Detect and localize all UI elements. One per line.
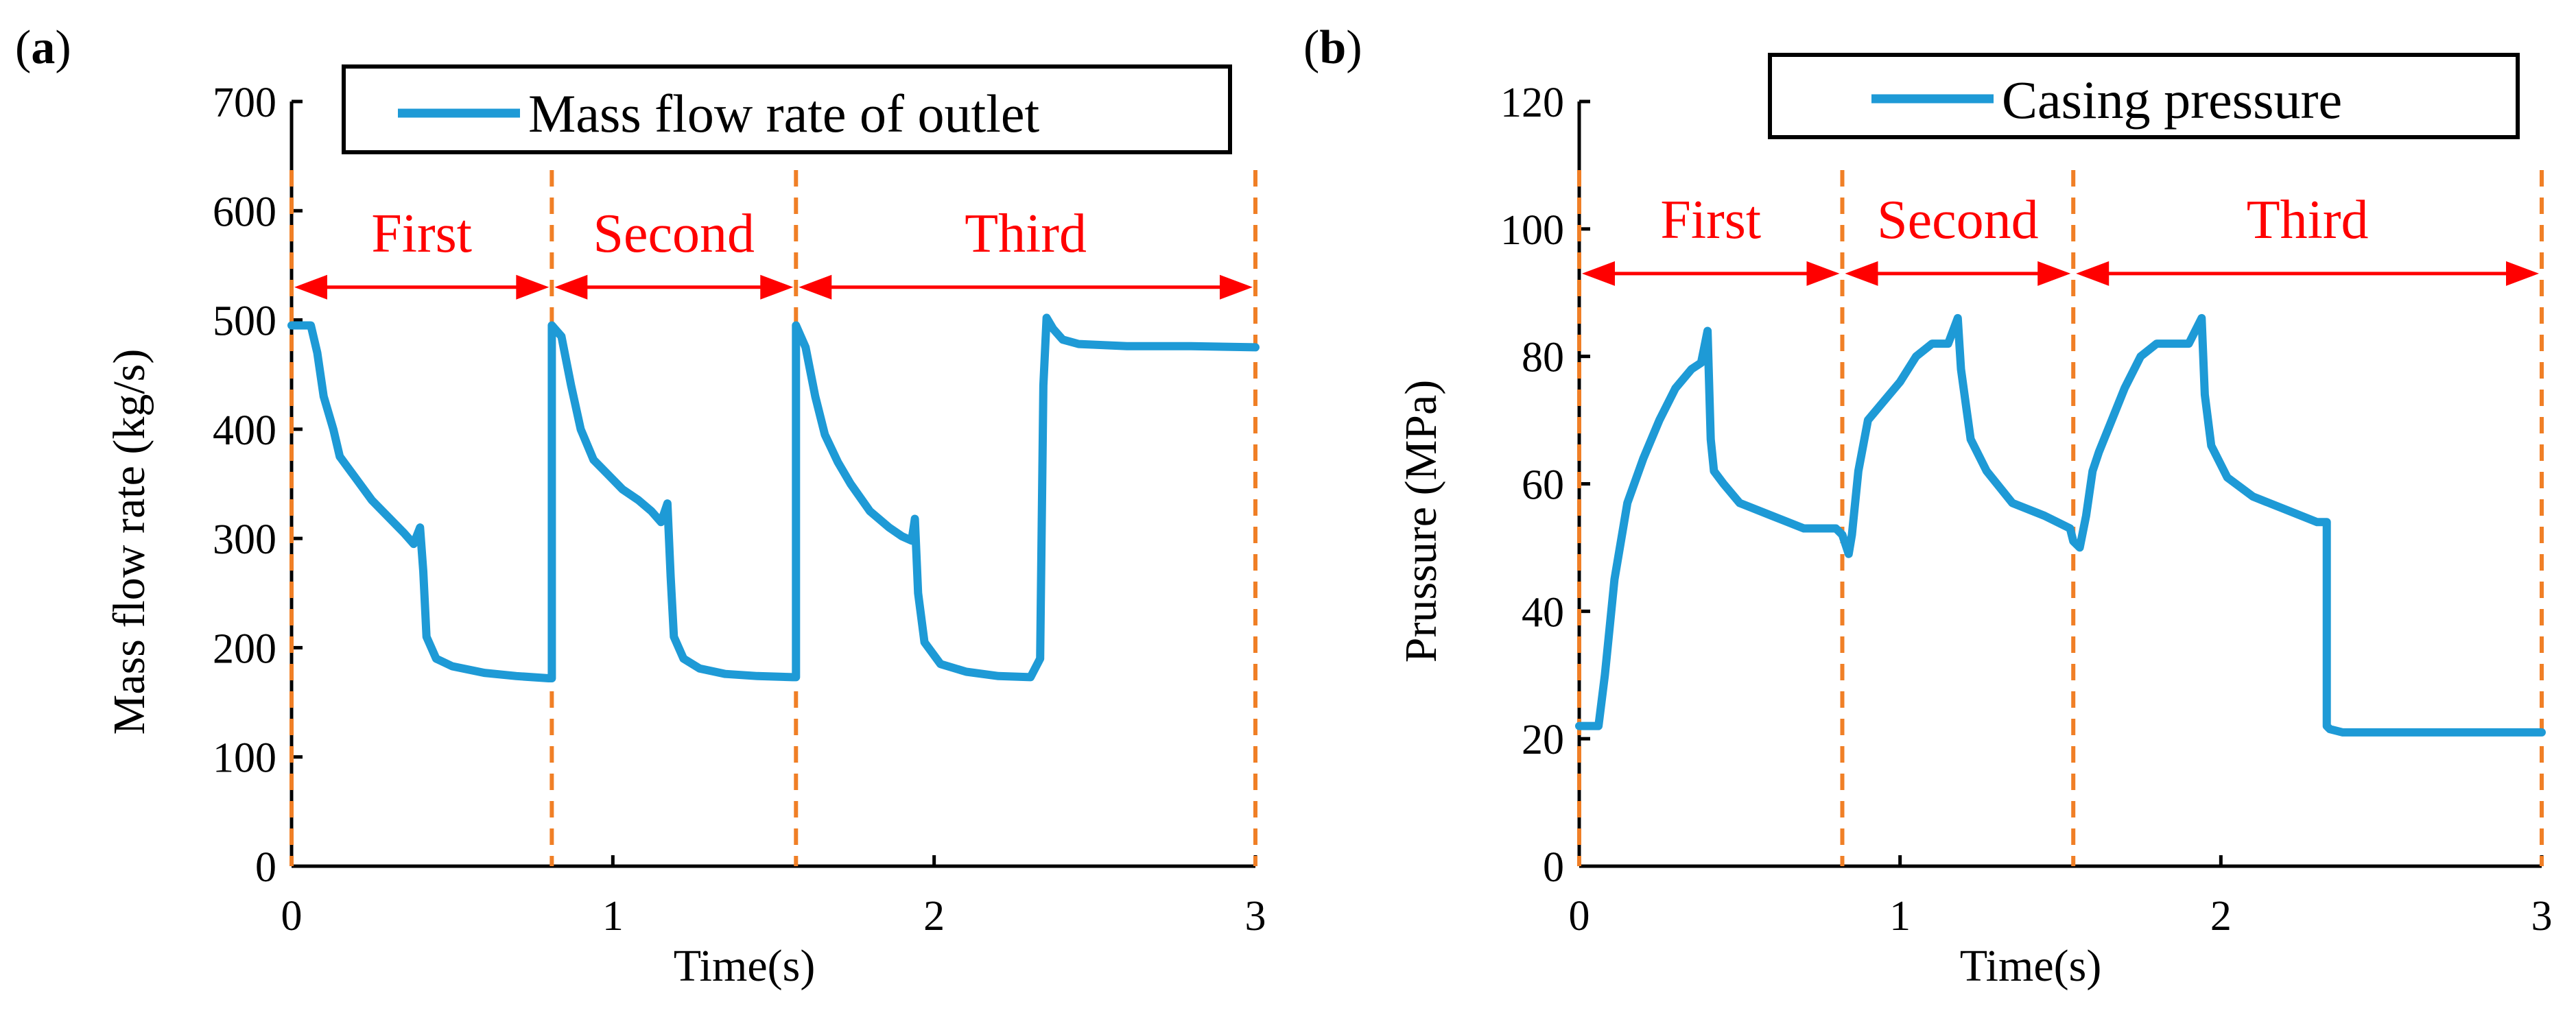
phase-arrowhead-left: [799, 274, 832, 300]
phase-arrowhead-right: [1220, 274, 1253, 300]
x-tick-label: 0: [281, 893, 303, 940]
x-axis-label: Time(s): [674, 941, 816, 991]
phase-arrowhead-right: [760, 274, 794, 300]
x-axis-label: Time(s): [1960, 941, 2102, 991]
mass-flow-chart: (a) Mass flow rate (kg/s) Time(s) Mass f…: [15, 21, 1266, 991]
phase-label: Second: [593, 204, 755, 264]
y-tick-label: 20: [1522, 717, 1564, 763]
series-line: [1575, 313, 2546, 737]
y-tick-label: 500: [213, 298, 276, 345]
y-tick-label: 400: [213, 407, 276, 454]
legend: Mass flow rate of outlet: [342, 64, 1232, 154]
panel-label-a: (a): [15, 21, 71, 74]
y-tick-label: 100: [213, 735, 276, 782]
x-tick-label: 2: [923, 893, 945, 940]
y-tick-label: 100: [1500, 207, 1564, 254]
phase-label: First: [1660, 190, 1761, 250]
x-tick-label: 0: [1569, 893, 1590, 940]
phase-arrowhead-left: [1582, 261, 1615, 286]
phase-arrowhead-left: [554, 274, 588, 300]
x-tick-label: 3: [2531, 893, 2553, 940]
x-tick-label: 2: [2210, 893, 2232, 940]
x-tick-label: 1: [1889, 893, 1911, 940]
y-tick-label: 300: [213, 516, 276, 563]
y-tick-label: 80: [1522, 335, 1564, 381]
legend-entry: Casing pressure: [2002, 70, 2342, 130]
legend-entry: Mass flow rate of outlet: [528, 84, 1039, 143]
y-tick-label: 40: [1522, 589, 1564, 636]
y-tick-label: 0: [255, 844, 276, 891]
y-tick-label: 0: [1543, 844, 1564, 891]
series-line: [287, 313, 1260, 682]
phase-label: Second: [1877, 190, 2039, 250]
phase-arrowhead-right: [2037, 261, 2071, 286]
y-tick-label: 600: [213, 189, 276, 235]
y-axis-label: Mass flow rate (kg/s): [104, 349, 154, 735]
legend: Casing pressure: [1768, 53, 2520, 139]
x-tick-label: 3: [1245, 893, 1266, 940]
casing-pressure-chart: (b) Prussure (MPa) Time(s) Casing pressu…: [1303, 21, 2553, 991]
phase-arrowhead-left: [1845, 261, 1878, 286]
phase-arrowhead-left: [2076, 261, 2110, 286]
phase-arrowhead-right: [516, 274, 550, 300]
phase-arrowhead-right: [1806, 261, 1840, 286]
y-tick-label: 60: [1522, 462, 1564, 509]
y-tick-label: 120: [1500, 80, 1564, 126]
phase-label: Third: [965, 204, 1087, 264]
phase-arrowhead-right: [2506, 261, 2539, 286]
phase-label: Third: [2247, 190, 2369, 250]
panel-label-b: (b): [1303, 21, 1362, 74]
x-tick-label: 1: [602, 893, 624, 940]
y-tick-label: 700: [213, 80, 276, 126]
phase-label: First: [371, 204, 472, 264]
y-axis-label: Prussure (MPa): [1396, 380, 1446, 662]
phase-arrowhead-left: [294, 274, 327, 300]
y-tick-label: 200: [213, 625, 276, 672]
